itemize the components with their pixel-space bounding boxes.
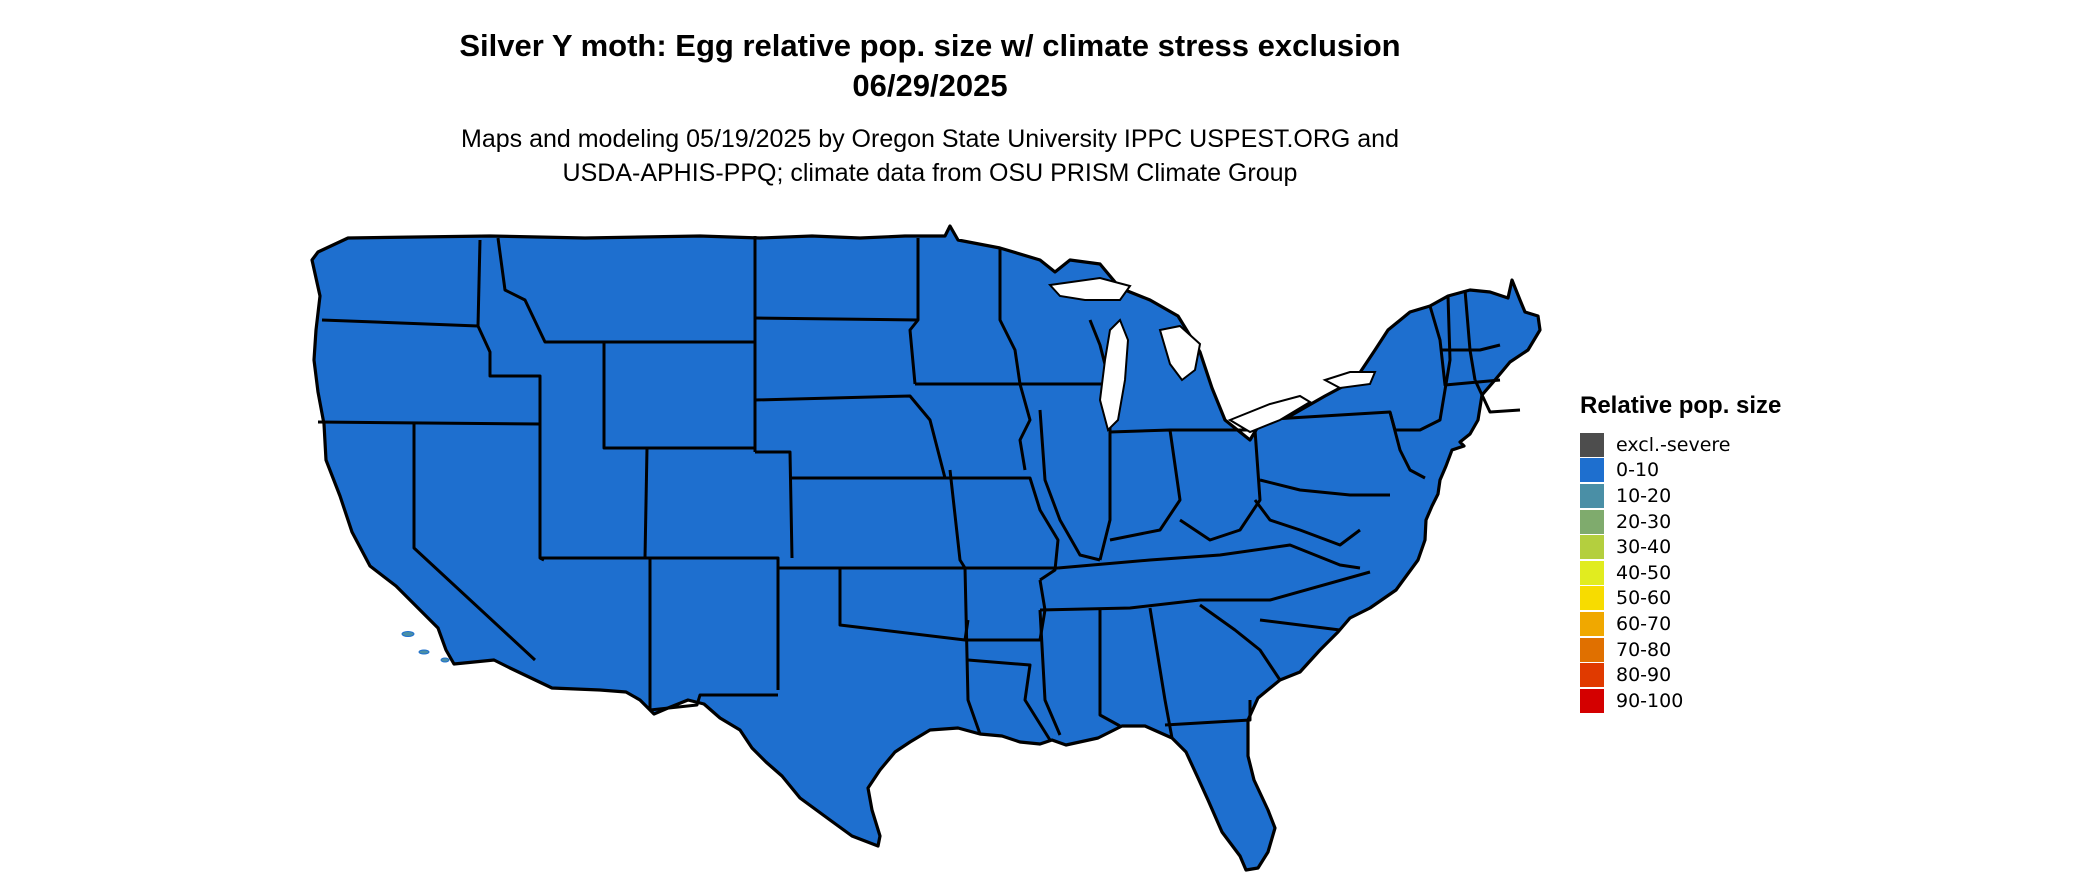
legend-item: 40-50 xyxy=(1580,560,1880,586)
legend-label: 70-80 xyxy=(1616,638,1672,661)
legend-label: excl.-severe xyxy=(1616,433,1731,456)
legend-label: 90-100 xyxy=(1616,689,1684,712)
legend-item: 70-80 xyxy=(1580,637,1880,663)
map-subtitle-line2: USDA-APHIS-PPQ; climate data from OSU PR… xyxy=(562,159,1298,187)
map-title-line1: Silver Y moth: Egg relative pop. size w/… xyxy=(459,28,1401,63)
map-subtitle-line1: Maps and modeling 05/19/2025 by Oregon S… xyxy=(461,125,1399,153)
lake-huron xyxy=(1158,324,1202,382)
legend-swatch xyxy=(1580,560,1604,585)
legend-item: 0-10 xyxy=(1580,458,1880,484)
legend-label: 20-30 xyxy=(1616,510,1672,533)
lake-superior xyxy=(1047,276,1132,301)
legend-label: 60-70 xyxy=(1616,612,1672,635)
lake-ontario xyxy=(1322,371,1377,390)
legend-item: 10-20 xyxy=(1580,483,1880,509)
legend-swatch xyxy=(1580,663,1604,688)
state-boundaries xyxy=(310,224,1542,872)
legend-item: 30-40 xyxy=(1580,534,1880,560)
legend-swatch xyxy=(1580,535,1604,560)
legend-swatch xyxy=(1580,611,1604,636)
legend-swatch xyxy=(1580,688,1604,713)
lake-erie xyxy=(1227,394,1312,434)
legend-label: 50-60 xyxy=(1616,587,1672,610)
legend-swatch xyxy=(1580,458,1604,483)
legend-label: 80-90 xyxy=(1616,664,1672,687)
coastal-islands xyxy=(401,631,450,663)
legend-swatch xyxy=(1580,637,1604,662)
legend-swatch xyxy=(1580,483,1604,508)
legend-label: 10-20 xyxy=(1616,484,1672,507)
legend-item: 20-30 xyxy=(1580,509,1880,535)
lake-michigan xyxy=(1098,318,1130,432)
legend-item: 50-60 xyxy=(1580,586,1880,612)
legend-swatch xyxy=(1580,432,1604,457)
map-title-date: 06/29/2025 xyxy=(852,68,1008,103)
legend-swatch xyxy=(1580,509,1604,534)
legend-label: 40-50 xyxy=(1616,561,1672,584)
legend-items: excl.-severe 0-10 10-20 20-30 30-40 40-50 50-6… xyxy=(1580,432,1880,714)
legend-item: 80-90 xyxy=(1580,662,1880,688)
legend-label: 0-10 xyxy=(1616,459,1660,482)
legend-item: 90-100 xyxy=(1580,688,1880,714)
legend-label: 30-40 xyxy=(1616,536,1672,559)
legend: Relative pop. size excl.-severe 0-10 10-20… xyxy=(1580,392,1880,714)
legend-swatch xyxy=(1580,586,1604,611)
legend-item: excl.-severe xyxy=(1580,432,1880,458)
legend-item: 60-70 xyxy=(1580,611,1880,637)
legend-title: Relative pop. size xyxy=(1580,392,1782,419)
great-lakes xyxy=(1047,276,1377,434)
